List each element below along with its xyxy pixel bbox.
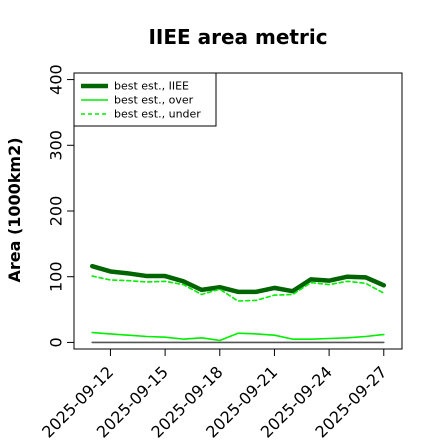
y-tick-label: 0 (47, 337, 66, 347)
legend-label: best est., IIEE (114, 80, 189, 93)
series-line-best-est-under (91, 275, 385, 302)
y-axis-label: Area (1000km2) (5, 137, 24, 282)
y-tick-label: 200 (47, 196, 66, 227)
y-tick-label: 100 (47, 261, 66, 292)
y-tick-label: 300 (47, 130, 66, 161)
legend-label: best est., under (114, 108, 201, 121)
series-line-best-est-iiee (89, 263, 387, 295)
y-tick-label: 400 (47, 64, 66, 95)
series-line-best-est-over (91, 331, 385, 342)
legend-label: best est., over (114, 94, 194, 107)
chart-title: IIEE area metric (148, 25, 327, 49)
plot-layer: 01002003004002025-09-122025-09-152025-09… (38, 64, 403, 440)
